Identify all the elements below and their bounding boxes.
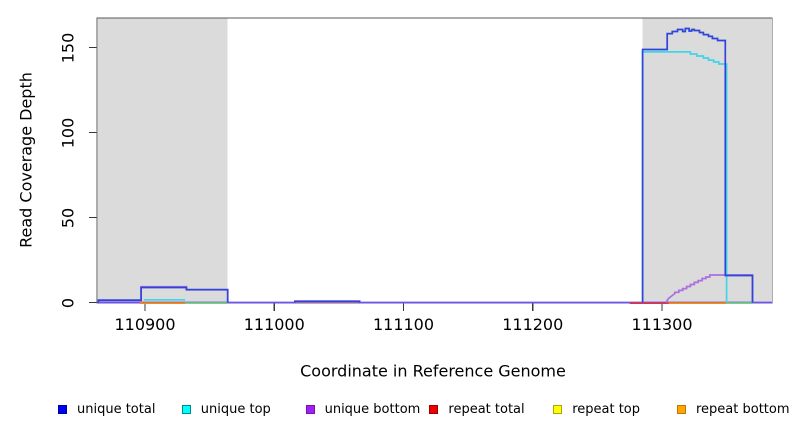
series-unique-total-line-2 bbox=[641, 27, 754, 303]
series-unique-top-line-1 bbox=[641, 51, 728, 303]
y-axis-title: Read Coverage Depth bbox=[16, 72, 36, 248]
legend-item-unique-bottom: unique bottom bbox=[305, 401, 421, 417]
legend-swatch-repeat-total bbox=[429, 404, 439, 414]
x-tick-label: 111200 bbox=[502, 315, 564, 334]
y-tick-label: 150 bbox=[58, 32, 78, 63]
legend-label: repeat top bbox=[572, 401, 640, 417]
y-tick-label: 0 bbox=[58, 297, 78, 308]
y-tick-label: 100 bbox=[58, 117, 78, 148]
series-unique-bottom-line-3 bbox=[665, 274, 754, 303]
x-tick-label: 110900 bbox=[114, 315, 176, 334]
legend-label: unique top bbox=[200, 401, 271, 417]
legend-item-repeat-top: repeat top bbox=[553, 401, 640, 417]
x-axis-title: Coordinate in Reference Genome bbox=[300, 361, 566, 381]
legend-item-repeat-bottom: repeat bottom bbox=[677, 401, 790, 417]
x-tick-label: 111000 bbox=[243, 315, 305, 334]
legend-item-repeat-total: repeat total bbox=[429, 401, 525, 417]
series-unique-total-line-0 bbox=[97, 286, 229, 303]
legend-label: repeat bottom bbox=[696, 401, 790, 417]
x-tick-label: 111300 bbox=[631, 315, 693, 334]
legend-swatch-unique-bottom bbox=[305, 404, 315, 414]
series-unique-total-line-1 bbox=[294, 300, 361, 303]
x-tick-label: 111100 bbox=[372, 315, 435, 334]
y-tick-label: 50 bbox=[58, 207, 78, 228]
legend-swatch-unique-total bbox=[58, 404, 67, 414]
legend-swatch-repeat-bottom bbox=[677, 404, 686, 414]
legend-swatch-unique-top bbox=[181, 404, 191, 414]
legend-label: repeat total bbox=[448, 401, 525, 417]
legend-label: unique total bbox=[77, 401, 156, 417]
legend-label: unique bottom bbox=[324, 401, 421, 417]
legend-swatch-repeat-top bbox=[553, 404, 563, 414]
shaded-region-1 bbox=[642, 18, 772, 302]
legend-item-unique-top: unique top bbox=[181, 401, 271, 417]
legend-item-unique-total: unique total bbox=[58, 401, 155, 417]
shaded-region-0 bbox=[98, 18, 228, 302]
